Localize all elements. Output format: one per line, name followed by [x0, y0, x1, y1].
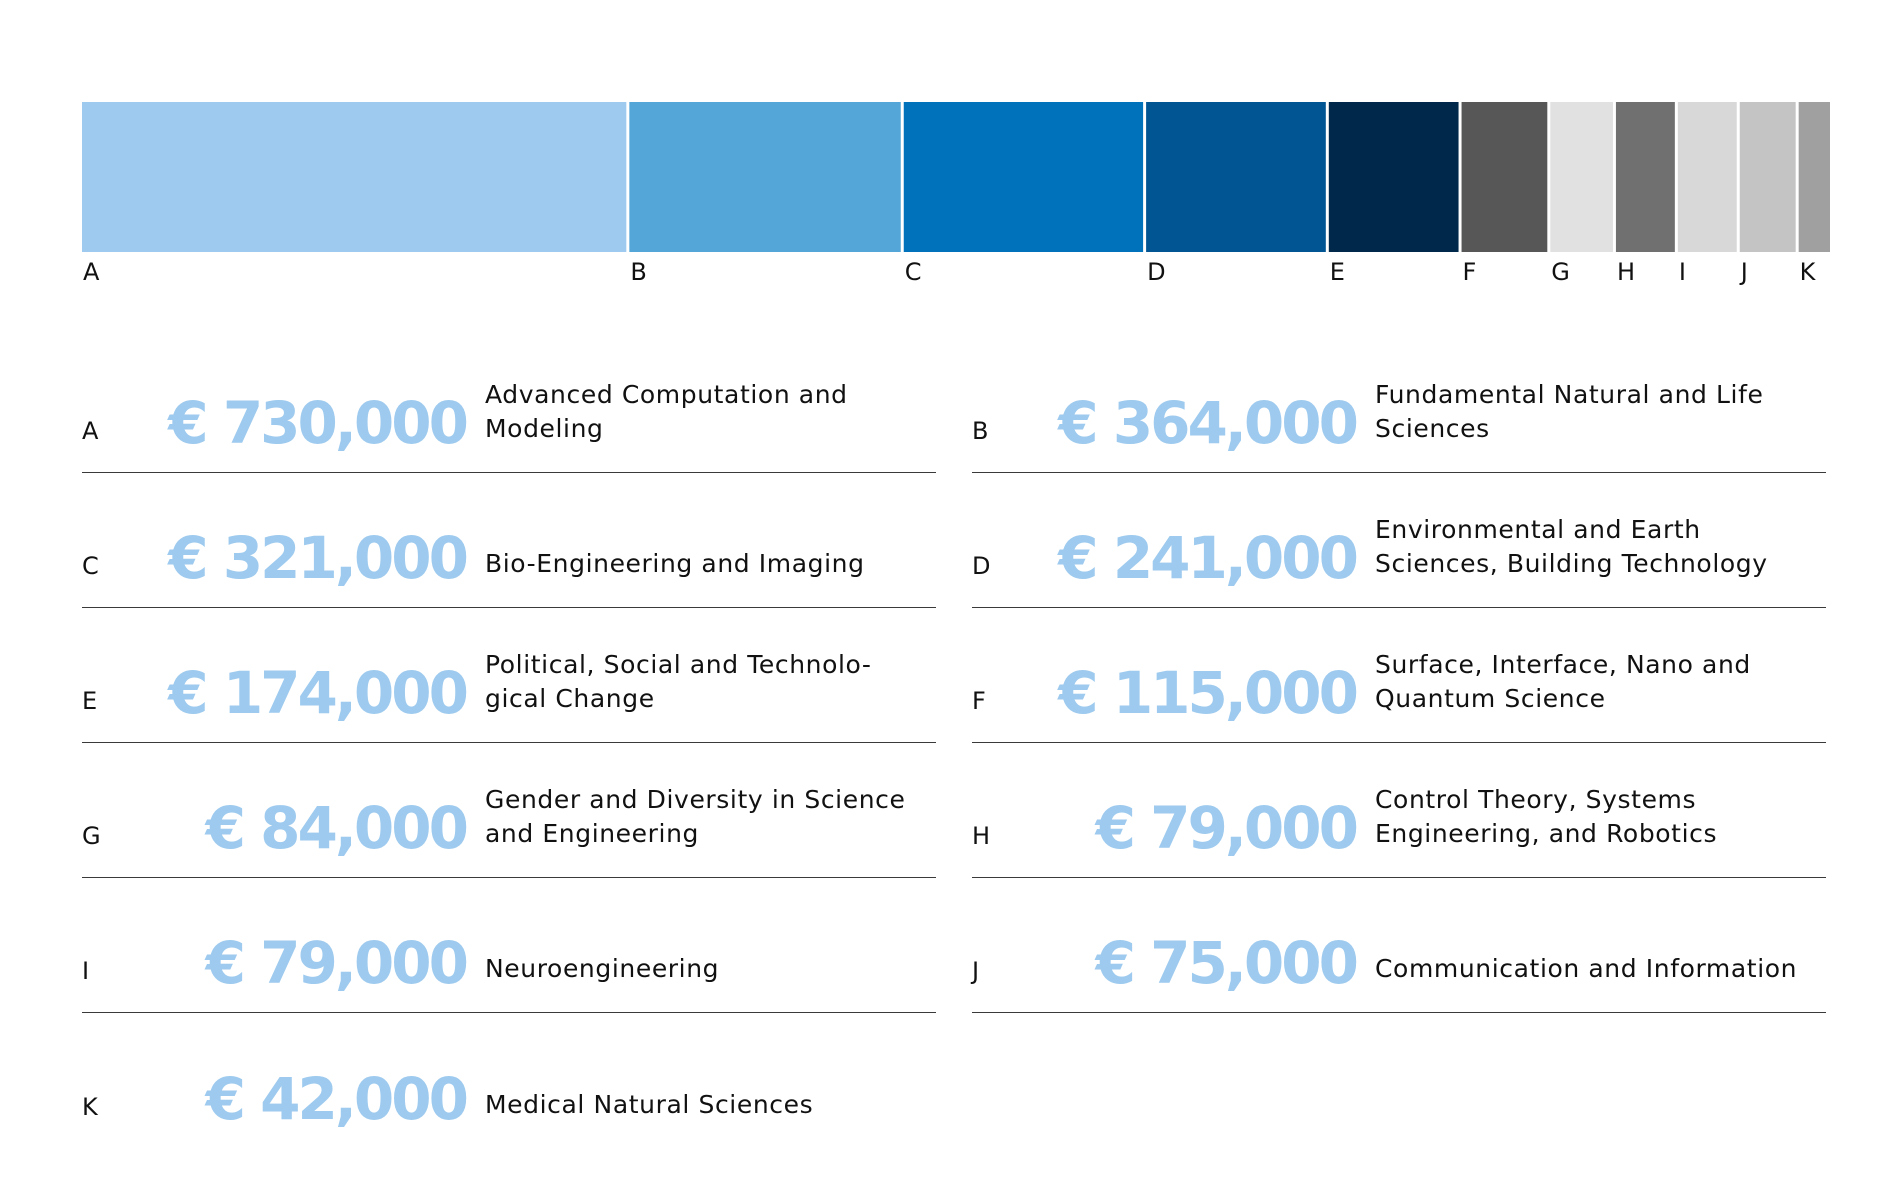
row-letter: I — [82, 957, 90, 985]
research-area-line: Advanced Computation and — [485, 380, 848, 409]
row-letter: E — [82, 687, 98, 715]
bar-segment-a — [82, 102, 627, 252]
bar-label-c: C — [905, 258, 922, 286]
funding-amount: € 84,000 — [205, 794, 469, 862]
funding-row-e: E € 174,000 Political, Social and Technolo… — [82, 608, 936, 743]
funding-amount: € 79,000 — [1095, 794, 1359, 862]
bar-segment-g — [1550, 102, 1613, 252]
funding-row-k: K € 42,000 Medical Natural Sciences — [82, 1013, 936, 1148]
research-area-line: Sciences — [1375, 414, 1490, 443]
funding-amount: € 75,000 — [1095, 929, 1359, 997]
funding-amount: € 241,000 — [1058, 524, 1359, 592]
research-area-label: Gender and Diversity in Science and Engin… — [485, 783, 930, 851]
research-area-label: Control Theory, Systems Engineering, and … — [1375, 783, 1820, 851]
research-area-label: Surface, Interface, Nano and Quantum Scie… — [1375, 648, 1820, 716]
row-letter: D — [972, 552, 991, 580]
research-area-label: Medical Natural Sciences — [485, 1088, 930, 1122]
funding-row-d: D € 241,000 Environmental and Earth Science… — [972, 473, 1826, 608]
research-area-label: Advanced Computation and Modeling — [485, 378, 930, 446]
bar-label-j: J — [1739, 258, 1748, 286]
research-area-line: Fundamental Natural and Life — [1375, 380, 1764, 409]
research-area-line: Modeling — [485, 414, 604, 443]
research-area-line: Gender and Diversity in Science — [485, 785, 906, 814]
funding-row-c: C € 321,000 Bio-Engineering and Imaging — [82, 473, 936, 608]
funding-row-j: J € 75,000 Communication and Information — [972, 878, 1826, 1013]
research-area-line: Control Theory, Systems — [1375, 785, 1697, 814]
row-letter: A — [82, 417, 99, 445]
funding-row-h: H € 79,000 Control Theory, Systems Engineer… — [972, 743, 1826, 878]
research-area-line: Sciences, Building Technology — [1375, 549, 1768, 578]
funding-row-i: I € 79,000 Neuroengineering — [82, 878, 936, 1013]
bar-segment-c — [903, 102, 1144, 252]
research-area-label: Fundamental Natural and Life Sciences — [1375, 378, 1820, 446]
bar-label-g: G — [1551, 258, 1570, 286]
bar-segment-k — [1798, 102, 1830, 252]
row-letter: K — [82, 1093, 98, 1121]
row-letter: G — [82, 822, 101, 850]
bar-label-e: E — [1330, 258, 1345, 286]
research-area-line: Bio-Engineering and Imaging — [485, 549, 865, 578]
research-area-line: Quantum Science — [1375, 684, 1606, 713]
row-letter: B — [972, 417, 989, 445]
funding-amount: € 79,000 — [205, 929, 469, 997]
bar-segment-f — [1461, 102, 1548, 252]
row-letter: F — [972, 687, 986, 715]
research-area-label: Environmental and Earth Sciences, Buildin… — [1375, 513, 1820, 581]
research-area-line: Environmental and Earth — [1375, 515, 1701, 544]
row-letter: C — [82, 552, 99, 580]
research-area-label: Communication and Information — [1375, 952, 1820, 986]
bar-segment-i — [1677, 102, 1737, 252]
funding-amount: € 364,000 — [1058, 389, 1359, 457]
research-area-line: Neuroengineering — [485, 954, 720, 983]
funding-amount: € 321,000 — [168, 524, 469, 592]
row-letter: J — [972, 957, 980, 985]
bar-segment-h — [1615, 102, 1675, 252]
bar-label-a: A — [83, 258, 100, 286]
research-area-label: Political, Social and Technolo-gical Cha… — [485, 648, 930, 716]
bar-label-k: K — [1800, 258, 1817, 286]
funding-amount: € 115,000 — [1058, 659, 1359, 727]
bar-label-i: I — [1679, 258, 1686, 286]
funding-row-g: G € 84,000 Gender and Diversity in Science… — [82, 743, 936, 878]
funding-row-f: F € 115,000 Surface, Interface, Nano and Qu… — [972, 608, 1826, 743]
research-area-line: Communication and Information — [1375, 954, 1798, 983]
bar-segment-j — [1739, 102, 1796, 252]
stacked-funding-bar: A B C D E F G H I J K — [82, 102, 1830, 286]
bar-label-b: B — [630, 258, 646, 286]
funding-amount: € 730,000 — [168, 389, 469, 457]
research-area-line: Engineering, and Robotics — [1375, 819, 1718, 848]
bar-segment-d — [1146, 102, 1326, 252]
bar-label-h: H — [1617, 258, 1635, 286]
funding-amount: € 42,000 — [205, 1065, 469, 1133]
research-area-label: Neuroengineering — [485, 952, 930, 986]
funding-list: A € 730,000 Advanced Computation and Modeli… — [82, 338, 1826, 1148]
funding-amount: € 174,000 — [168, 659, 469, 727]
research-area-line: Political, Social and Technolo- — [485, 650, 872, 679]
research-area-line: Medical Natural Sciences — [485, 1090, 814, 1119]
bar-segment-b — [629, 102, 901, 252]
research-area-line: and Engineering — [485, 819, 699, 848]
funding-row-a: A € 730,000 Advanced Computation and Modeli… — [82, 338, 936, 473]
research-area-label: Bio-Engineering and Imaging — [485, 547, 930, 581]
bar-label-f: F — [1463, 258, 1477, 286]
funding-row-b: B € 364,000 Fundamental Natural and Life Sc… — [972, 338, 1826, 473]
research-area-line: Surface, Interface, Nano and — [1375, 650, 1751, 679]
bar-label-d: D — [1147, 258, 1165, 286]
row-letter: H — [972, 822, 991, 850]
research-area-line: gical Change — [485, 684, 655, 713]
bar-segment-e — [1328, 102, 1459, 252]
